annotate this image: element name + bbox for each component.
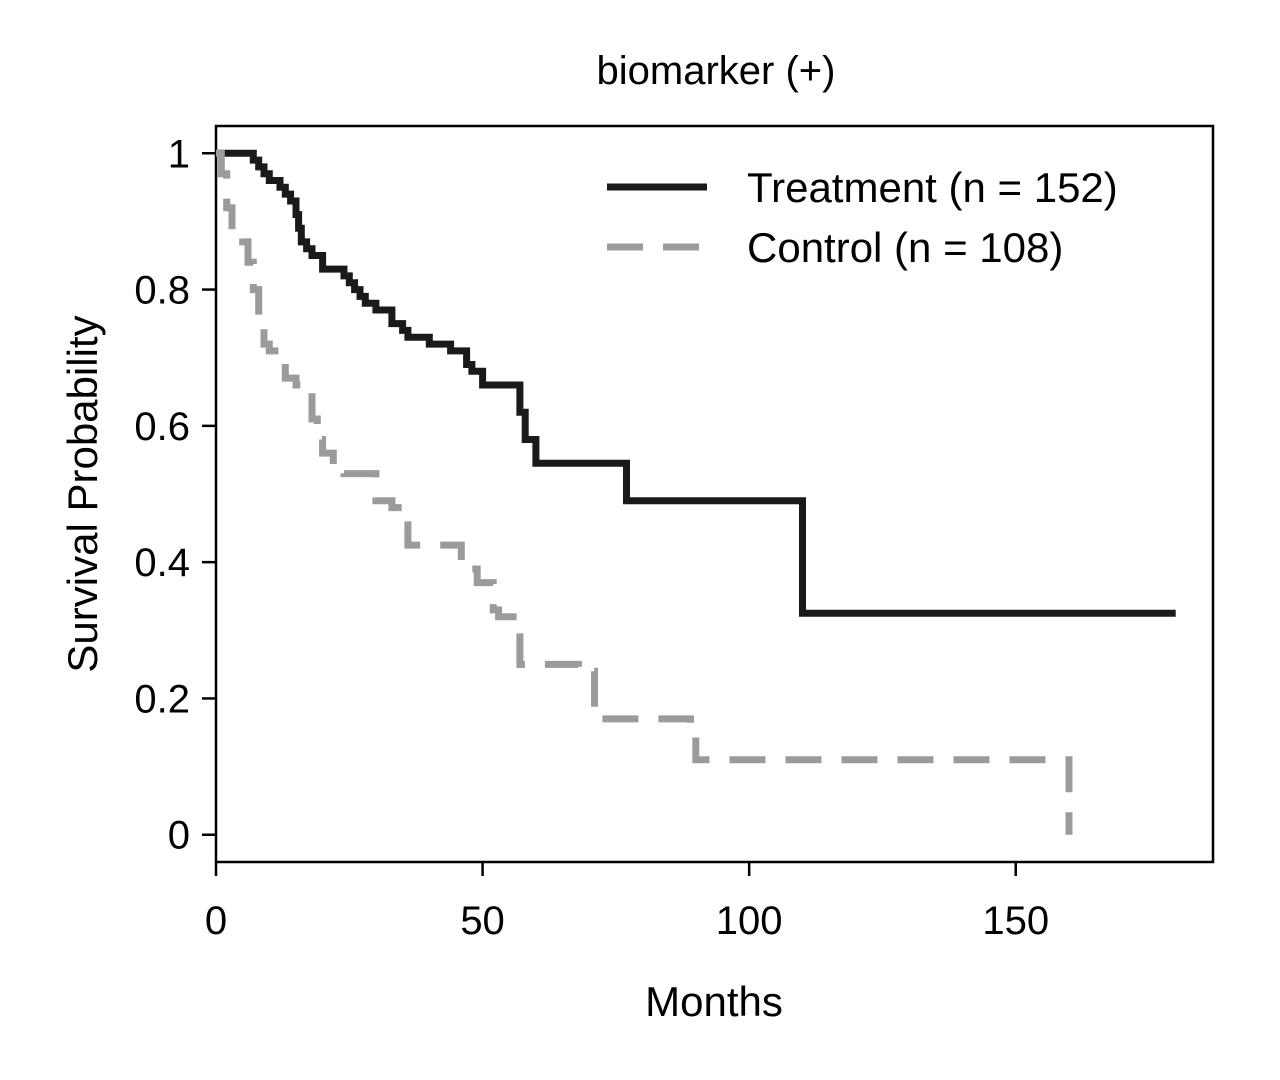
series-group bbox=[216, 149, 1176, 835]
plot-frame bbox=[214, 124, 1215, 864]
legend: Treatment (n = 152) Control (n = 108) bbox=[607, 164, 1118, 271]
y-axis: 0 0.2 0.4 0.6 0.8 1 bbox=[134, 132, 216, 858]
y-tick-label: 0 bbox=[168, 814, 190, 858]
chart-title: biomarker (+) bbox=[597, 49, 836, 93]
legend-label: Control (n = 108) bbox=[747, 224, 1063, 271]
x-tick-label: 50 bbox=[460, 899, 505, 943]
y-tick-label: 0.4 bbox=[134, 541, 190, 585]
y-tick-label: 0.6 bbox=[134, 405, 190, 449]
x-axis-label: Months bbox=[645, 978, 783, 1025]
series-line-treatment bbox=[216, 149, 1176, 617]
series-line-control bbox=[216, 149, 1073, 835]
x-tick-label: 100 bbox=[716, 899, 783, 943]
y-axis-label: Survival Probability bbox=[59, 315, 106, 672]
x-tick-label: 0 bbox=[205, 899, 227, 943]
x-axis: 0 50 100 150 bbox=[205, 862, 1049, 943]
x-tick-label: 150 bbox=[982, 899, 1049, 943]
y-tick-label: 1 bbox=[168, 132, 190, 176]
y-tick-label: 0.8 bbox=[134, 269, 190, 313]
legend-label: Treatment (n = 152) bbox=[747, 164, 1118, 211]
y-tick-label: 0.2 bbox=[134, 677, 190, 721]
